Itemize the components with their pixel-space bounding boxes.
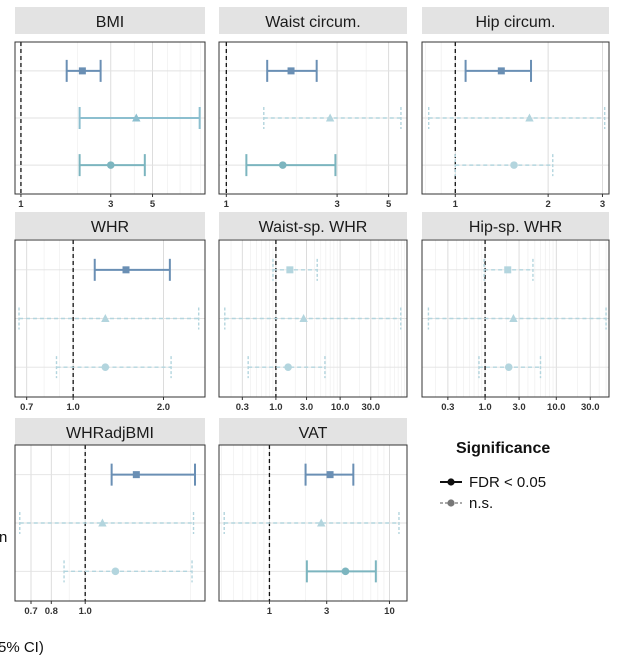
panel-strip	[422, 212, 609, 239]
point-estimate	[132, 471, 140, 479]
point-estimate	[101, 363, 110, 371]
tick-label: 0.3	[441, 402, 454, 413]
point-estimate	[299, 314, 308, 322]
panel-title: Waist circum.	[265, 14, 360, 31]
tick-label: 30.0	[362, 402, 381, 413]
point-estimate	[525, 113, 534, 122]
tick-label: 10.0	[331, 402, 350, 413]
tick-label: 10.0	[547, 402, 566, 413]
point-estimate	[106, 161, 115, 169]
tick-label: 2.0	[157, 402, 170, 413]
tick-label: 1.0	[269, 402, 282, 413]
panel-strip	[15, 418, 205, 445]
panel-title: VAT	[299, 425, 328, 442]
panel-5: Hip-sp. WHR 0.3 1.0 3.0 10.0 30.0	[421, 212, 610, 413]
tick-label: 3	[324, 606, 329, 617]
point-estimate	[504, 266, 512, 274]
panel-border	[218, 239, 408, 398]
panel-strip	[422, 7, 609, 34]
panel-title: BMI	[96, 14, 124, 31]
tick-label: 1	[224, 199, 230, 210]
panel-0: BMI 1 3 5	[14, 7, 206, 210]
panel-3: WHR 0.7 1.0 2.0	[14, 212, 206, 413]
panel-1: Waist circum. 1 3 5	[218, 7, 408, 210]
panel-strip	[219, 7, 407, 34]
panel-strip	[15, 7, 205, 34]
tick-label: 0.7	[24, 606, 37, 617]
point-estimate	[509, 314, 518, 322]
tick-label: 3	[334, 199, 339, 210]
panel-strip	[15, 212, 205, 239]
panel-title: WHR	[91, 219, 129, 236]
significance-legend: Significance FDR < 0.05 n.s.	[437, 440, 607, 514]
point-estimate	[504, 363, 513, 371]
tick-label: 0.7	[20, 402, 33, 413]
legend-solid-key-icon	[440, 478, 462, 486]
left-text-fragment: n	[0, 529, 8, 546]
tick-label: 3	[600, 199, 605, 210]
point-estimate	[284, 363, 292, 371]
point-estimate	[325, 113, 335, 122]
legend-title: Significance	[456, 440, 551, 457]
tick-label: 3.0	[300, 402, 313, 413]
legend-label-significant: FDR < 0.05	[469, 473, 547, 491]
panel-strip	[219, 212, 407, 239]
panel-2: Hip circum. 1 2 3	[421, 7, 610, 210]
point-estimate	[341, 567, 350, 576]
legend-dashed-key-icon	[440, 499, 462, 507]
panel-6: WHRadjBMI 0.7 0.8 1.0	[14, 418, 206, 617]
panel-border	[218, 41, 408, 195]
tick-label: 2	[545, 199, 550, 210]
point-estimate	[317, 518, 326, 527]
x-axis-caption: 5% CI)	[0, 639, 44, 656]
panel-4: Waist-sp. WHR 0.3 1.0 3.0 10.0 30.0	[218, 212, 408, 413]
tick-label: 1	[18, 199, 24, 210]
legend-item-significant: FDR < 0.05	[437, 472, 607, 492]
panel-border	[421, 239, 610, 398]
panel-title: Hip circum.	[475, 14, 555, 31]
point-estimate	[98, 518, 107, 527]
panel-title: Hip-sp. WHR	[469, 219, 562, 236]
tick-label: 1.0	[67, 402, 80, 413]
panel-strip	[219, 418, 407, 445]
point-estimate	[510, 161, 518, 169]
point-estimate	[111, 567, 120, 576]
panel-7: VAT 1 3 10	[218, 418, 408, 617]
point-estimate	[122, 266, 130, 274]
panel-border	[14, 41, 206, 195]
panel-border	[218, 444, 408, 602]
tick-label: 1.0	[79, 606, 92, 617]
legend-label-not-significant: n.s.	[469, 494, 494, 512]
panel-border	[421, 41, 610, 195]
tick-label: 3	[108, 199, 113, 210]
point-estimate	[287, 67, 295, 75]
tick-label: 5	[386, 199, 392, 210]
tick-label: 5	[150, 199, 156, 210]
tick-label: 10	[384, 606, 395, 617]
point-estimate	[286, 266, 294, 274]
panel-title: Waist-sp. WHR	[259, 219, 368, 236]
point-estimate	[326, 471, 334, 479]
point-estimate	[497, 67, 505, 75]
point-estimate	[132, 113, 141, 122]
panel-title: WHRadjBMI	[66, 425, 154, 442]
tick-label: 30.0	[581, 402, 600, 413]
point-estimate	[78, 67, 86, 75]
point-estimate	[278, 161, 287, 169]
tick-label: 1.0	[478, 402, 491, 413]
point-estimate	[101, 314, 110, 322]
tick-label: 1	[267, 606, 273, 617]
panel-border	[14, 239, 206, 398]
tick-label: 0.3	[236, 402, 249, 413]
tick-label: 1	[453, 199, 459, 210]
legend-item-not-significant: n.s.	[437, 493, 607, 513]
tick-label: 3.0	[512, 402, 525, 413]
panel-border	[14, 444, 206, 602]
tick-label: 0.8	[45, 606, 58, 617]
